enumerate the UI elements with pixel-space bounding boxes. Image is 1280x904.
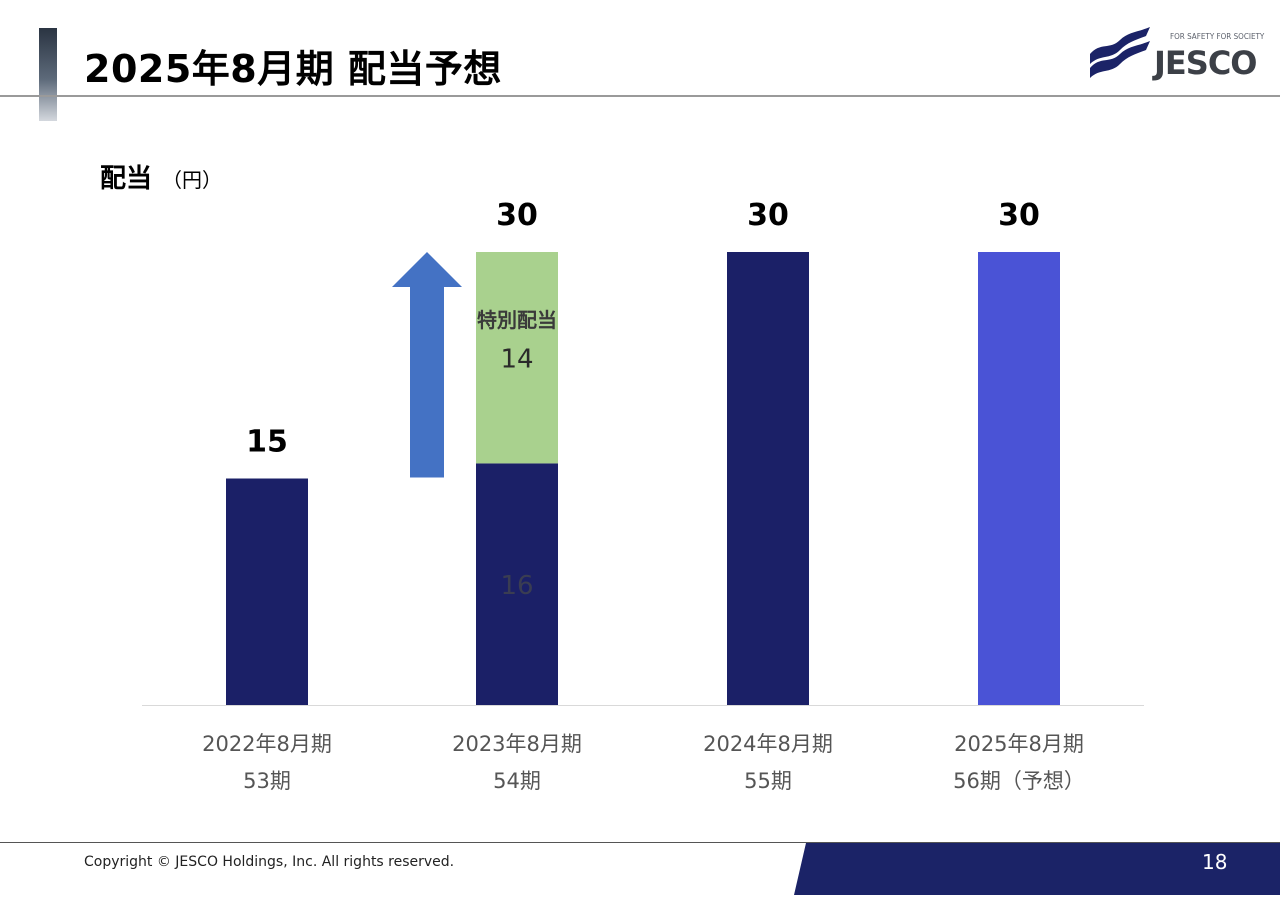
page-title: 2025年8月期 配当予想 bbox=[84, 47, 502, 91]
bar-ordinary-2 bbox=[727, 252, 809, 705]
chart-heading: 配当 （円） bbox=[100, 158, 222, 195]
footer-divider bbox=[0, 842, 1280, 843]
total-value-label-2: 30 bbox=[747, 198, 789, 233]
chart-heading-label: 配当 bbox=[100, 164, 153, 194]
jesco-logo: FOR SAFETY FOR SOCIETY JESCO bbox=[1086, 24, 1266, 84]
x-tick-label-1-1: 54期 bbox=[493, 769, 541, 793]
x-tick-label-3-0: 2025年8月期 bbox=[954, 732, 1084, 756]
x-tick-label-1-0: 2023年8月期 bbox=[452, 732, 582, 756]
logo-tagline: FOR SAFETY FOR SOCIETY bbox=[1170, 32, 1265, 41]
total-value-label-0: 15 bbox=[246, 425, 288, 460]
special-dividend-annotation-0: 特別配当 bbox=[477, 308, 557, 332]
footer-band bbox=[794, 843, 1280, 895]
x-tick-label-0-0: 2022年8月期 bbox=[202, 732, 332, 756]
bar-ordinary-0 bbox=[226, 478, 308, 705]
chart-heading-unit: （円） bbox=[162, 168, 223, 192]
x-tick-label-2-0: 2024年8月期 bbox=[703, 732, 833, 756]
increase-arrow bbox=[392, 252, 462, 478]
copyright-text: Copyright © JESCO Holdings, Inc. All rig… bbox=[84, 854, 455, 870]
bar-ordinary-3 bbox=[978, 252, 1060, 705]
x-tick-label-0-1: 53期 bbox=[243, 769, 291, 793]
bar-special-1 bbox=[476, 252, 558, 464]
total-value-label-1: 30 bbox=[496, 198, 538, 233]
wave-logo-icon bbox=[1090, 27, 1150, 78]
total-value-label-3: 30 bbox=[998, 198, 1040, 233]
bar-ordinary-1 bbox=[476, 463, 558, 705]
page-number: 18 bbox=[1202, 850, 1228, 874]
segment-value-label-0-1: 16 bbox=[500, 571, 533, 601]
segment-value-label-1-1: 14 bbox=[500, 345, 533, 375]
title-accent-bar bbox=[39, 28, 57, 121]
logo-wordmark: JESCO bbox=[1154, 44, 1257, 82]
x-tick-label-2-1: 55期 bbox=[744, 769, 792, 793]
title-divider bbox=[0, 95, 1280, 97]
x-tick-label-3-1: 56期（予想） bbox=[953, 769, 1085, 793]
